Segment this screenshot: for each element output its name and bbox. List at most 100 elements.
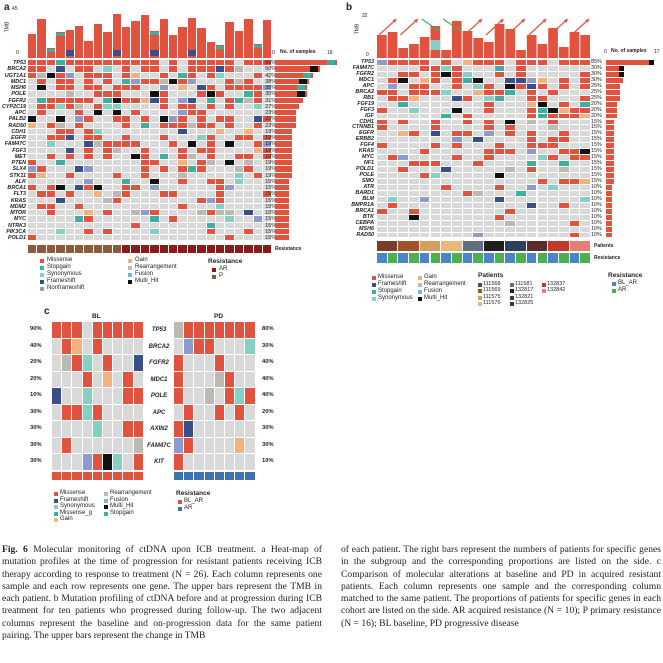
- patient-cell: [419, 241, 441, 251]
- heat-cell: [253, 122, 262, 128]
- heat-cell: [159, 141, 168, 147]
- heat-cell: [214, 421, 224, 437]
- heat-cell: [253, 141, 262, 147]
- pct-label-2: 30%: [591, 70, 602, 77]
- pct-label-11: 19%: [265, 128, 276, 135]
- resistance-cell: [580, 253, 590, 263]
- heat-cell: [263, 72, 272, 78]
- heat-cell: [52, 388, 62, 404]
- pct-label-4: 25%: [591, 82, 602, 89]
- side-bar: [275, 128, 292, 134]
- resistance-cell: [103, 472, 113, 480]
- panel-b-tmb-min: 0: [366, 52, 369, 58]
- heat-cell: [122, 222, 131, 228]
- heat-cell: [494, 83, 505, 89]
- heat-cell: [548, 77, 558, 83]
- heat-cell: [569, 214, 580, 220]
- heat-cell: [473, 161, 483, 167]
- side-bar-segment: [303, 72, 311, 78]
- heat-cell: [82, 322, 92, 338]
- heat-cell: [169, 85, 178, 91]
- gene-label-myc: MYC: [362, 154, 374, 161]
- heat-cell: [187, 160, 197, 166]
- heat-cell: [178, 222, 187, 228]
- heat-cell: [174, 355, 184, 371]
- heat-cell: [103, 197, 112, 203]
- heat-cell: [419, 89, 430, 95]
- heat-cell: [187, 97, 197, 103]
- side-bar: [275, 116, 296, 122]
- heat-cell: [377, 232, 387, 238]
- heat-cell: [178, 191, 187, 197]
- heat-cell: [187, 222, 197, 228]
- heat-cell: [150, 153, 159, 159]
- heat-cell: [28, 172, 37, 178]
- heat-cell: [169, 197, 178, 203]
- heat-cell: [462, 149, 473, 155]
- heat-cell: [244, 60, 253, 66]
- heat-cell: [133, 388, 143, 404]
- side-bar-segment: [297, 91, 305, 97]
- heat-cell: [387, 131, 398, 137]
- heat-cell: [409, 161, 419, 167]
- heat-cell: [56, 185, 65, 191]
- pct-label-10: 23%: [265, 122, 276, 129]
- panel-a-resistance-bar: [28, 245, 272, 253]
- heat-cell: [484, 143, 494, 149]
- heat-cell: [569, 155, 580, 161]
- heat-cell: [103, 166, 112, 172]
- heat-cell: [150, 141, 159, 147]
- heat-cell: [65, 160, 74, 166]
- tmb-change-arrow: [464, 18, 483, 36]
- heat-cell: [234, 103, 244, 109]
- heat-cell: [253, 166, 262, 172]
- side-bar: [606, 101, 617, 107]
- heat-cell: [253, 103, 262, 109]
- heat-cell: [174, 371, 184, 387]
- heat-cell: [516, 220, 526, 226]
- heat-cell: [178, 116, 187, 122]
- legend-item-gain: Gain: [135, 257, 148, 263]
- heat-cell: [122, 203, 131, 209]
- pct-label-17: 15%: [591, 160, 602, 167]
- heat-cell: [216, 235, 225, 241]
- heat-cell: [244, 135, 253, 141]
- tmb-bar: [505, 29, 516, 58]
- heat-cell: [484, 65, 494, 71]
- gene-label-fam47c: FAM47C: [147, 442, 171, 449]
- heat-cell: [82, 338, 92, 354]
- heat-cell: [112, 160, 121, 166]
- heat-cell: [451, 101, 462, 107]
- heat-cell: [150, 172, 159, 178]
- heat-cell: [75, 122, 84, 128]
- heat-cell: [235, 388, 245, 404]
- heat-cell: [244, 141, 253, 147]
- heat-cell: [187, 172, 197, 178]
- heat-cell: [187, 85, 197, 91]
- heat-cell: [93, 228, 103, 234]
- heat-cell: [112, 197, 121, 203]
- heat-cell: [159, 210, 168, 216]
- heat-cell: [103, 216, 112, 222]
- resistance-cell: [84, 245, 93, 253]
- heat-cell: [103, 160, 112, 166]
- heat-cell: [52, 371, 62, 387]
- legend-swatch: [40, 287, 44, 291]
- gene-label-pole: POLE: [11, 91, 26, 98]
- patient-cell: [526, 241, 548, 251]
- heat-cell: [505, 184, 516, 190]
- side-bar: [275, 172, 292, 178]
- heat-cell: [169, 153, 178, 159]
- heat-cell: [451, 77, 462, 83]
- heat-cell: [451, 161, 462, 167]
- heat-cell: [159, 110, 168, 116]
- heat-cell: [112, 85, 121, 91]
- heat-cell: [84, 103, 93, 109]
- heat-cell: [37, 97, 46, 103]
- resistance-cell: [93, 245, 103, 253]
- heat-cell: [159, 147, 168, 153]
- heat-cell: [56, 91, 65, 97]
- resistance-cell: [123, 472, 133, 480]
- heat-cell: [178, 178, 187, 184]
- heat-cell: [441, 232, 451, 238]
